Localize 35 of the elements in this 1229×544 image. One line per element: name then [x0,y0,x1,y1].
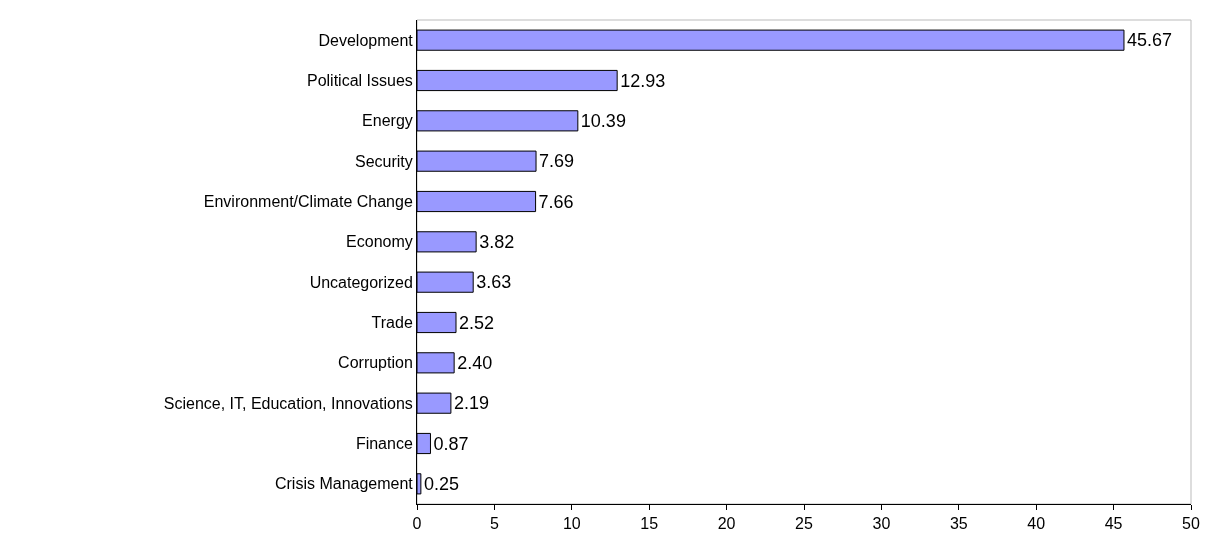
x-tick-label: 15 [640,515,659,533]
data-label: 7.66 [538,191,574,212]
data-label: 2.40 [457,352,493,373]
y-tick-label: Uncategorized [309,273,413,291]
data-label: 45.67 [1126,30,1173,51]
y-tick-label: Environment/Climate Change [203,193,413,211]
data-label: 2.19 [453,393,489,414]
x-tick-label: 10 [562,515,581,533]
y-tick-label: Security [355,152,413,170]
x-tick-label: 0 [412,515,422,533]
y-tick-label: Finance [355,435,413,453]
data-label: 0.87 [433,433,469,454]
x-tick-label: 25 [795,515,813,533]
y-tick-label: Political Issues [306,72,413,90]
y-tick-label: Energy [362,112,413,130]
x-tick-label: 40 [1027,515,1046,533]
x-tick-label: 30 [872,515,891,533]
x-tick-label: 35 [949,515,968,533]
x-tick-label: 45 [1104,515,1123,533]
data-label: 12.93 [620,70,666,91]
y-tick-label: Corruption [338,354,413,372]
data-label: 10.39 [580,110,626,131]
y-tick-label: Trade [371,314,413,332]
data-label: 3.63 [476,272,512,293]
x-tick-label: 20 [717,515,736,533]
y-tick-label: Economy [346,233,413,251]
y-tick-label: Science, IT, Education, Innovations [163,394,413,412]
data-label: 7.69 [539,151,575,172]
data-label: 0.25 [423,473,459,494]
x-tick-label: 50 [1182,515,1200,533]
x-tick-label: 5 [489,515,499,533]
y-tick-label: Crisis Management [274,475,414,493]
y-tick-label: Development [318,31,414,49]
data-label: 2.52 [459,312,495,333]
data-label: 3.82 [479,231,515,252]
